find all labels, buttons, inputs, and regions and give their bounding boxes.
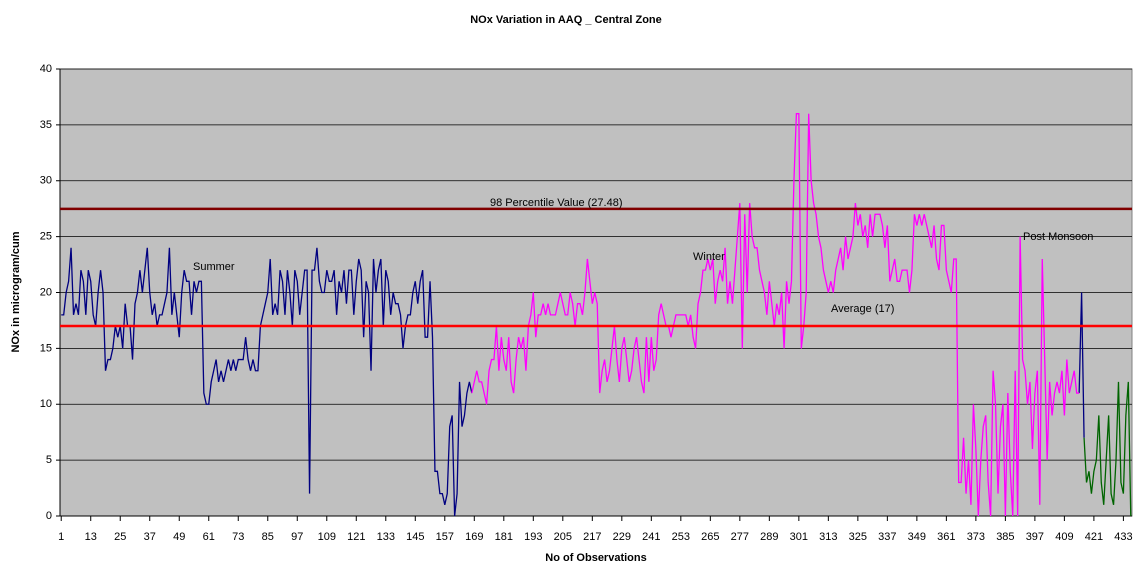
x-tick-label: 217 bbox=[583, 531, 601, 543]
x-tick-label: 301 bbox=[790, 531, 808, 543]
y-tick-label: 5 bbox=[46, 454, 52, 466]
x-tick-label: 433 bbox=[1114, 531, 1132, 543]
x-tick-label: 97 bbox=[291, 531, 303, 543]
x-axis-title: No of Observations bbox=[545, 552, 646, 564]
x-tick-label: 121 bbox=[347, 531, 365, 543]
annotation: Post Monsoon bbox=[1023, 231, 1093, 243]
x-tick-label: 385 bbox=[996, 531, 1014, 543]
x-tick-label: 313 bbox=[819, 531, 837, 543]
x-tick-label: 73 bbox=[232, 531, 244, 543]
x-tick-label: 37 bbox=[144, 531, 156, 543]
series-line bbox=[1083, 381, 1132, 517]
x-tick-label: 1 bbox=[58, 531, 64, 543]
x-tick-label: 349 bbox=[908, 531, 926, 543]
x-tick-label: 61 bbox=[203, 531, 215, 543]
x-tick-label: 193 bbox=[524, 531, 542, 543]
x-tick-label: 397 bbox=[1026, 531, 1044, 543]
annotation: Summer bbox=[193, 261, 235, 273]
x-tick-label: 169 bbox=[465, 531, 483, 543]
reference-label: Average (17) bbox=[831, 303, 894, 315]
y-tick-label: 30 bbox=[40, 175, 52, 187]
x-tick-label: 13 bbox=[85, 531, 97, 543]
y-tick-label: 25 bbox=[40, 231, 52, 243]
x-tick-label: 409 bbox=[1055, 531, 1073, 543]
x-tick-label: 241 bbox=[642, 531, 660, 543]
series-line bbox=[471, 113, 1080, 517]
x-tick-label: 325 bbox=[849, 531, 867, 543]
x-tick-label: 253 bbox=[672, 531, 690, 543]
x-tick-label: 109 bbox=[318, 531, 336, 543]
x-tick-label: 49 bbox=[173, 531, 185, 543]
y-tick-label: 15 bbox=[40, 342, 52, 354]
y-tick-label: 0 bbox=[46, 510, 52, 522]
x-tick-label: 85 bbox=[262, 531, 274, 543]
x-tick-label: 265 bbox=[701, 531, 719, 543]
x-tick-label: 337 bbox=[878, 531, 896, 543]
x-tick-label: 25 bbox=[114, 531, 126, 543]
x-tick-label: 421 bbox=[1085, 531, 1103, 543]
y-tick-label: 35 bbox=[40, 119, 52, 131]
reference-label: 98 Percentile Value (27.48) bbox=[490, 197, 623, 209]
x-tick-label: 145 bbox=[406, 531, 424, 543]
y-tick-label: 40 bbox=[40, 63, 52, 75]
x-tick-label: 229 bbox=[613, 531, 631, 543]
y-tick-label: 20 bbox=[40, 286, 52, 298]
x-tick-label: 277 bbox=[731, 531, 749, 543]
x-tick-label: 289 bbox=[760, 531, 778, 543]
x-tick-label: 157 bbox=[436, 531, 454, 543]
x-tick-label: 373 bbox=[967, 531, 985, 543]
chart-title: NOx Variation in AAQ _ Central Zone bbox=[470, 14, 662, 26]
x-tick-label: 181 bbox=[495, 531, 513, 543]
y-axis-title: NOx in microgram/cum bbox=[10, 231, 22, 352]
x-tick-label: 205 bbox=[554, 531, 572, 543]
x-tick-label: 133 bbox=[377, 531, 395, 543]
x-tick-label: 361 bbox=[937, 531, 955, 543]
y-tick-label: 10 bbox=[40, 398, 52, 410]
annotation: Winter bbox=[693, 251, 725, 263]
